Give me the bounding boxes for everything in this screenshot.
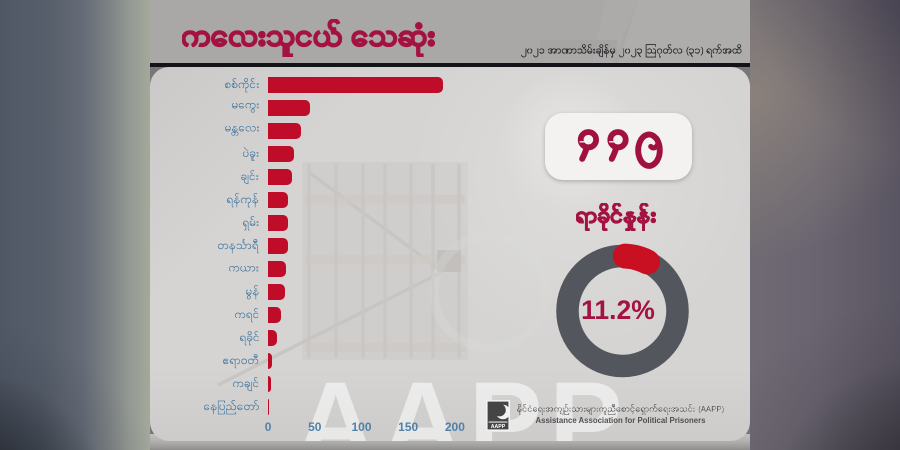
svg-text:AAPP: AAPP: [491, 424, 506, 430]
